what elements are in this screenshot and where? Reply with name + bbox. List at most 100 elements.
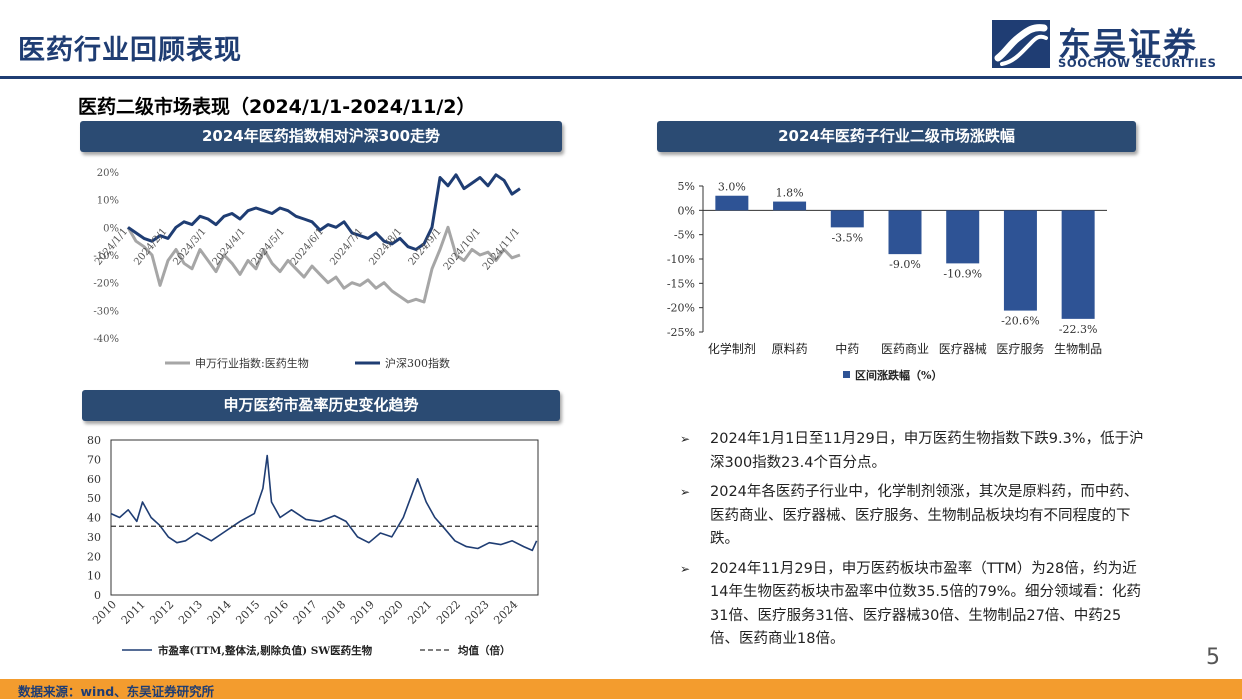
legend-swatch bbox=[843, 371, 850, 378]
y-tick-label: -40% bbox=[93, 334, 119, 345]
legend-label-mean: 均值（倍） bbox=[458, 644, 511, 657]
arrow-bullet-icon: ➢ bbox=[680, 485, 691, 499]
legend-label-hs300: 沪深300指数 bbox=[385, 356, 450, 370]
y-tick-label: 10% bbox=[97, 196, 119, 207]
bullet-text: 2024年1月1日至11月29日，申万医药生物指数下跌9.3%，低于沪深300指… bbox=[710, 431, 1144, 471]
bullet-text: 2024年各医药子行业中，化学制剂领涨，其次是原料药，而中药、医药商业、医疗器械… bbox=[710, 484, 1139, 547]
bar-value-label: -22.3% bbox=[1059, 323, 1098, 336]
y-tick-label: 0% bbox=[678, 204, 695, 217]
y-tick-label: -10% bbox=[93, 251, 119, 262]
logo-chinese-name: 东吴证券 bbox=[1058, 25, 1198, 64]
y-tick-label: -25% bbox=[667, 326, 695, 339]
y-tick-label: 70 bbox=[87, 453, 101, 466]
x-tick-label: 2024/3/1 bbox=[171, 226, 208, 267]
section-title: 医药二级市场表现（2024/1/1-2024/11/2） bbox=[78, 96, 476, 118]
category-label: 化学制剂 bbox=[708, 341, 756, 356]
x-tick-label: 2023 bbox=[463, 598, 492, 627]
bar bbox=[715, 195, 749, 211]
bullet-list: ➢ 2024年1月1日至11月29日，申万医药生物指数下跌9.3%，低于沪深30… bbox=[680, 428, 1150, 658]
y-tick-label: 20 bbox=[87, 550, 101, 563]
x-tick-label: 2024/5/1 bbox=[250, 226, 287, 267]
x-tick-label: 2010 bbox=[90, 598, 119, 627]
arrow-bullet-icon: ➢ bbox=[680, 561, 691, 576]
y-tick-label: 40 bbox=[87, 512, 101, 525]
category-label: 生物制品 bbox=[1054, 342, 1102, 356]
x-tick-label: 2012 bbox=[147, 598, 176, 627]
x-tick-label: 2024/8/1 bbox=[367, 226, 404, 267]
y-tick-label: -5% bbox=[674, 229, 695, 242]
arrow-bullet-icon: ➢ bbox=[680, 432, 691, 446]
x-tick-label: 2017 bbox=[291, 598, 320, 627]
x-tick-label: 2022 bbox=[434, 598, 463, 627]
pe-series-line bbox=[110, 454, 538, 552]
category-label: 原料药 bbox=[772, 342, 808, 356]
bar bbox=[773, 201, 807, 211]
bar-value-label: -9.0% bbox=[889, 258, 921, 271]
x-tick-label: 2011 bbox=[119, 598, 148, 627]
y-tick-label: 0 bbox=[94, 589, 101, 602]
category-label: 医药商业 bbox=[881, 341, 929, 356]
bullet-item: ➢ 2024年1月1日至11月29日，申万医药生物指数下跌9.3%，低于沪深30… bbox=[680, 428, 1150, 475]
y-tick-label: -30% bbox=[93, 306, 119, 317]
y-tick-label: 80 bbox=[87, 434, 101, 447]
x-tick-label: 2024/7/1 bbox=[328, 226, 365, 267]
x-tick-label: 2024/10/1 bbox=[442, 226, 483, 272]
bar bbox=[1003, 210, 1037, 311]
subsector-bar-chart: 5% 0% -5% -10% -15% -20% -25% 3.0% 化学制剂 1.8% 原料药 -3… bbox=[667, 180, 1107, 382]
x-tick-label: 2024/11/1 bbox=[481, 226, 522, 272]
y-tick-label: -20% bbox=[667, 302, 695, 315]
bar-value-label: 1.8% bbox=[776, 187, 804, 200]
series-line-medicine bbox=[126, 225, 521, 304]
x-tick-label: 2024/6/1 bbox=[289, 226, 326, 267]
bar-value-label: -3.5% bbox=[831, 231, 863, 244]
category-label: 医疗服务 bbox=[996, 341, 1044, 356]
x-tick-label: 2019 bbox=[348, 598, 377, 627]
chart-1-title: 2024年医药指数相对沪深300走势 bbox=[80, 121, 562, 152]
x-tick-label: 2018 bbox=[319, 598, 348, 627]
company-logo: 东吴证券 SOOCHOW SECURITIES bbox=[992, 18, 1228, 70]
footer-bar: 数据来源：wind、东吴证券研究所 bbox=[0, 679, 1242, 699]
page-title: 医药行业回顾表现 bbox=[18, 35, 242, 66]
x-tick-label: 2015 bbox=[233, 598, 262, 627]
y-tick-label: 60 bbox=[87, 473, 101, 486]
bullet-text: 2024年11月29日，申万医药板块市盈率（TTM）为28倍，约为近14年生物医… bbox=[710, 560, 1141, 648]
bar-value-label: 3.0% bbox=[718, 181, 746, 194]
x-tick-label: 2021 bbox=[405, 598, 434, 627]
bar bbox=[830, 210, 864, 228]
bar bbox=[946, 210, 980, 264]
data-source-note: 数据来源：wind、东吴证券研究所 bbox=[18, 684, 215, 699]
index-relative-chart: 20%10%0%-10%-20%-30%-40%2024/1/1 2024/2/1… bbox=[93, 168, 522, 370]
category-label: 中药 bbox=[835, 341, 859, 356]
x-tick-label: 2014 bbox=[205, 598, 234, 627]
logo-english-name: SOOCHOW SECURITIES bbox=[1058, 56, 1217, 70]
y-tick-label: 0% bbox=[103, 223, 119, 234]
y-tick-label: 20% bbox=[97, 168, 119, 179]
bar-value-label: -20.6% bbox=[1001, 315, 1040, 328]
logo-mark-icon bbox=[992, 20, 1050, 68]
series-line-hs300 bbox=[127, 173, 521, 251]
y-tick-label: 30 bbox=[87, 531, 101, 544]
bar-value-label: -10.9% bbox=[943, 267, 982, 280]
category-label: 医疗器械 bbox=[939, 341, 987, 356]
y-tick-label: 5% bbox=[678, 180, 695, 193]
header-divider bbox=[0, 76, 1242, 79]
y-tick-label: -20% bbox=[93, 279, 119, 290]
plot-frame bbox=[110, 439, 539, 596]
y-tick-label: -10% bbox=[667, 253, 695, 266]
x-tick-label: 2024 bbox=[491, 598, 520, 627]
x-tick-label: 2013 bbox=[176, 598, 205, 627]
legend-label-medicine: 申万行业指数:医药生物 bbox=[195, 356, 309, 370]
y-tick-label: 10 bbox=[87, 570, 101, 583]
page-number: 5 bbox=[1206, 645, 1220, 670]
chart-3-title: 申万医药市盈率历史变化趋势 bbox=[82, 390, 560, 421]
bar bbox=[888, 210, 922, 255]
legend-label-pe: 市盈率(TTM,整体法,剔除负值) SW医药生物 bbox=[158, 644, 373, 657]
legend-label: 区间涨跌幅（%） bbox=[855, 368, 942, 382]
bullet-item: ➢ 2024年各医药子行业中，化学制剂领涨，其次是原料药，而中药、医药商业、医疗… bbox=[680, 481, 1150, 552]
chart-2-title: 2024年医药子行业二级市场涨跌幅 bbox=[657, 121, 1136, 152]
y-tick-label: -15% bbox=[667, 277, 695, 290]
x-tick-label: 2016 bbox=[262, 598, 291, 627]
y-tick-label: 50 bbox=[87, 492, 101, 505]
bar bbox=[1061, 210, 1095, 319]
